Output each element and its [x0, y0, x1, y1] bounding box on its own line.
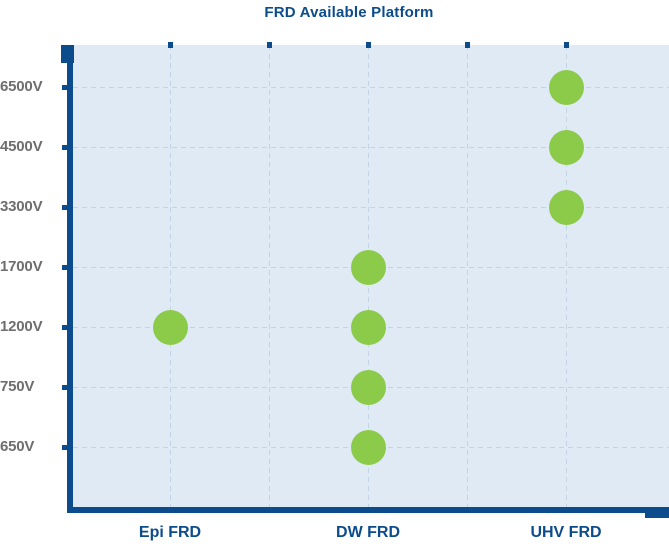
data-point[interactable]	[350, 429, 386, 465]
x-axis-label: UHV FRD	[530, 524, 602, 541]
data-point[interactable]	[350, 309, 386, 345]
top-axis-tick	[366, 42, 371, 48]
y-axis-top-cap	[61, 45, 74, 63]
y-axis-tick	[62, 325, 68, 330]
data-point[interactable]	[548, 69, 584, 105]
y-axis-label: 750V	[0, 378, 35, 395]
data-point[interactable]	[548, 129, 584, 165]
y-axis-tick	[62, 385, 68, 390]
y-axis-label: 1200V	[0, 318, 43, 335]
horizontal-gridline	[73, 147, 669, 148]
x-axis-label: Epi FRD	[138, 524, 202, 541]
y-axis-label: 6500V	[0, 78, 43, 95]
x-axis-label: DW FRD	[336, 524, 400, 541]
y-axis-tick	[62, 445, 68, 450]
y-axis-label: 650V	[0, 438, 35, 455]
y-axis-line	[67, 45, 73, 513]
data-point[interactable]	[350, 249, 386, 285]
top-axis-tick	[465, 42, 470, 48]
horizontal-gridline	[73, 207, 669, 208]
data-point[interactable]	[548, 189, 584, 225]
top-axis-tick	[564, 42, 569, 48]
vertical-gridline	[269, 45, 270, 507]
y-axis-label: 4500V	[0, 138, 43, 155]
vertical-gridline	[170, 45, 171, 507]
y-axis-tick	[62, 85, 68, 90]
y-axis-tick	[62, 205, 68, 210]
top-axis-tick	[168, 42, 173, 48]
data-point[interactable]	[152, 309, 188, 345]
y-axis-tick	[62, 265, 68, 270]
vertical-gridline	[467, 45, 468, 507]
y-axis-tick	[62, 145, 68, 150]
y-axis-label: 1700V	[0, 258, 43, 275]
chart-title: FRD Available Platform	[264, 4, 434, 21]
x-axis-right-cap	[645, 507, 669, 518]
data-point[interactable]	[350, 369, 386, 405]
top-axis-tick	[267, 42, 272, 48]
y-axis-label: 3300V	[0, 198, 43, 215]
x-axis-line	[67, 507, 669, 513]
horizontal-gridline	[73, 87, 669, 88]
vertical-gridline	[566, 45, 567, 507]
